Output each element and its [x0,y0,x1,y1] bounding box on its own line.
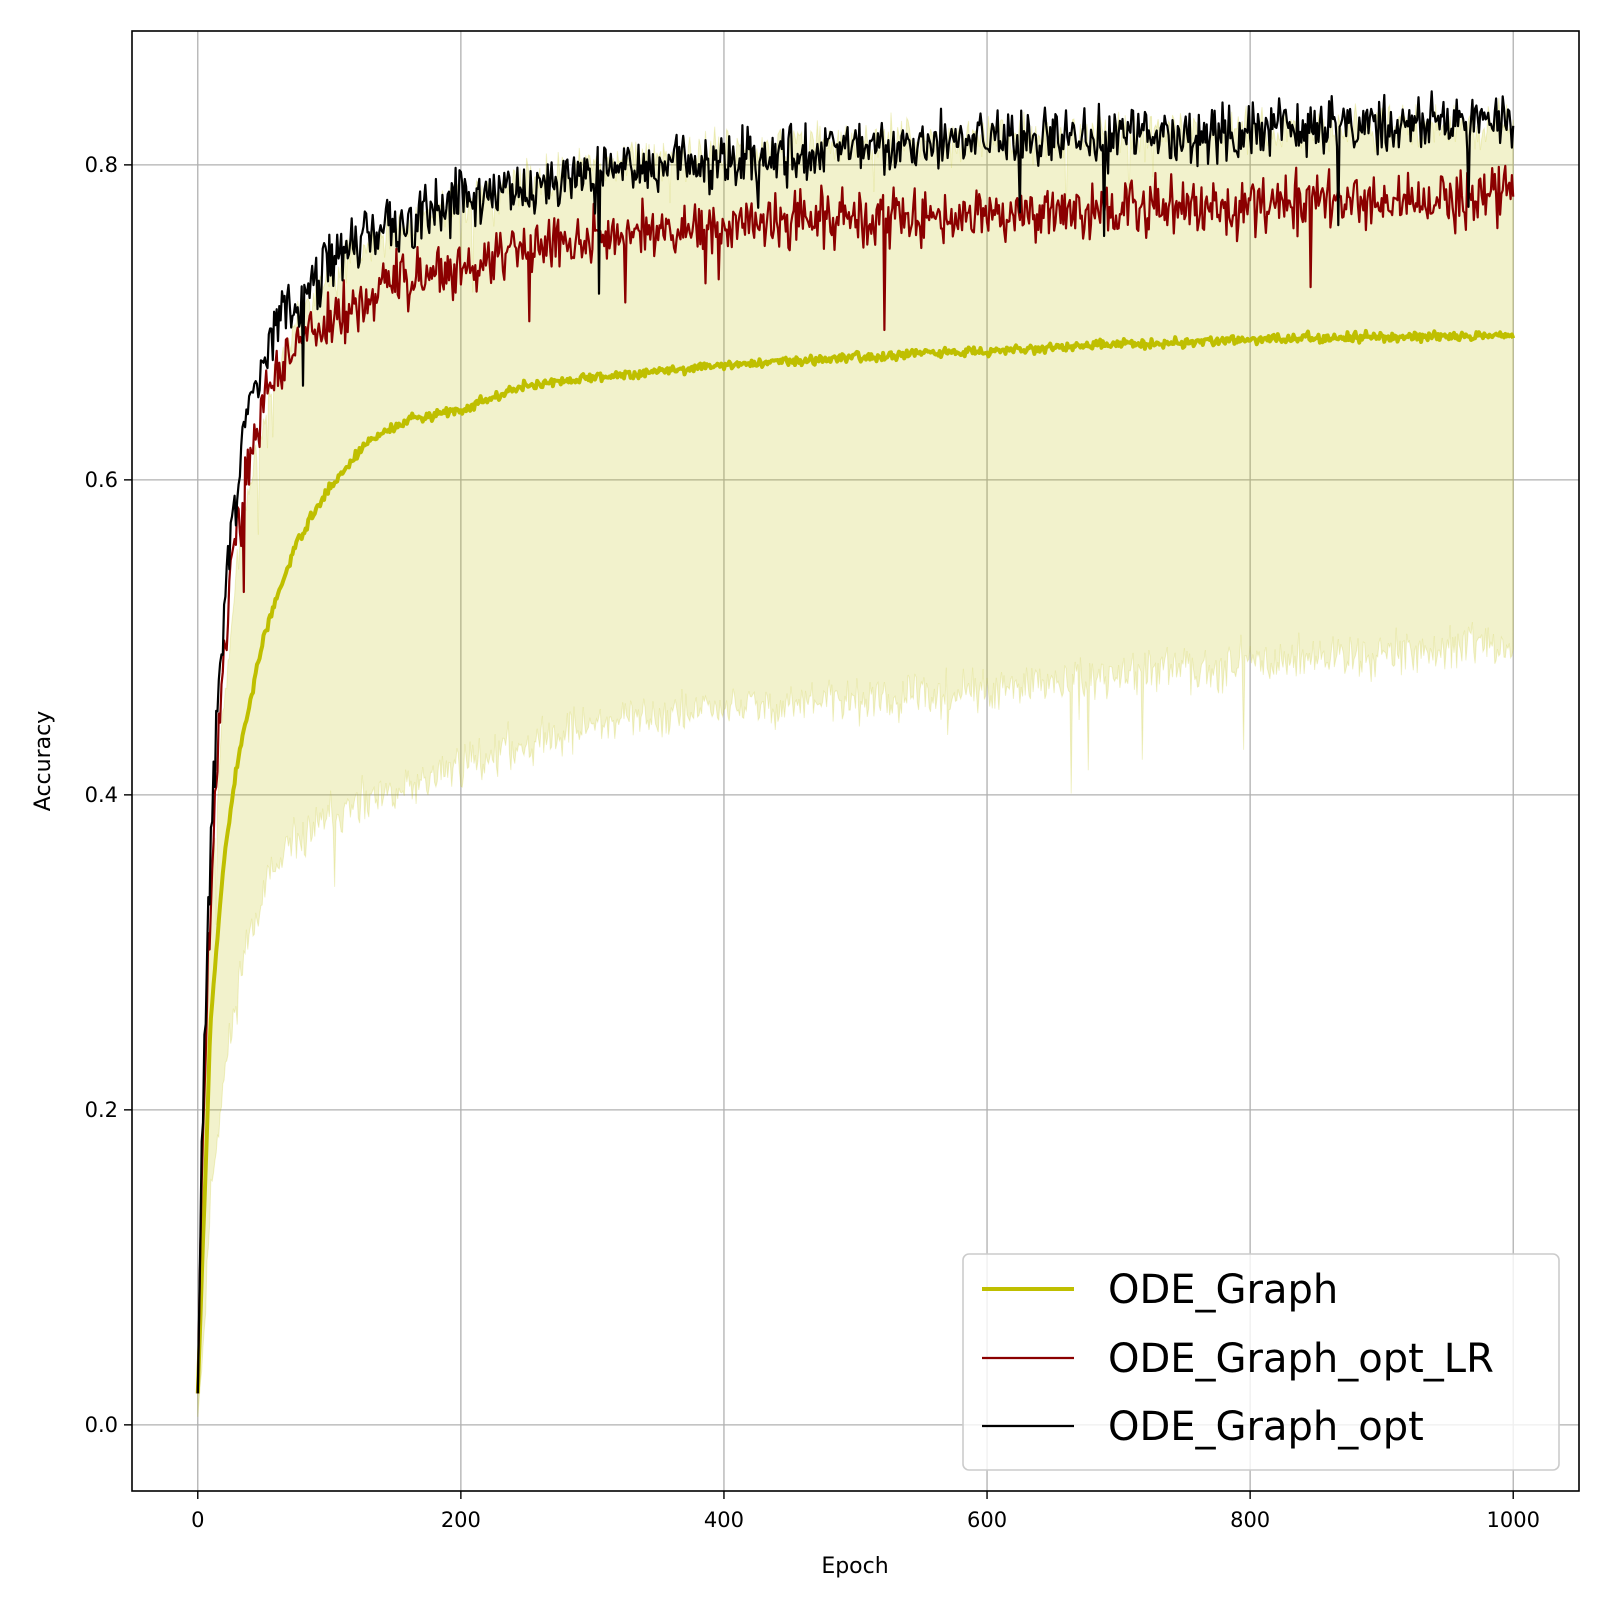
x-tick-label: 200 [441,1508,481,1532]
axes-frame [131,30,1580,1492]
y-tick-label: 0.0 [85,1413,118,1437]
series-line-ode-graph-opt-lr [196,164,1515,1394]
legend: ODE_Graph ODE_Graph_opt_LR ODE_Graph_opt [962,1253,1560,1471]
x-tick-label: 800 [1230,1508,1270,1532]
plot-area [195,90,1516,1418]
x-axis-ticks: 0 200 400 600 800 1000 [191,1491,1540,1532]
y-tick-label: 0.2 [85,1098,118,1122]
series-line-ode-graph [195,328,1516,1394]
x-tick-label: 1000 [1487,1508,1540,1532]
ode-graph-std-band [197,98,1514,1418]
legend-label-ode-graph-opt: ODE_Graph_opt [1108,1404,1424,1450]
y-tick-label: 0.6 [85,468,118,492]
legend-label-ode-graph: ODE_Graph [1108,1267,1338,1313]
y-tick-label: 0.8 [85,153,118,177]
legend-box [962,1253,1560,1471]
x-axis-label: Epoch [821,1554,888,1579]
legend-label-ode-graph-opt-lr: ODE_Graph_opt_LR [1108,1336,1494,1382]
y-axis-label: Accuracy [31,711,56,811]
x-tick-label: 0 [191,1508,204,1532]
series-line-ode-graph-opt [196,90,1515,1394]
x-tick-label: 400 [704,1508,744,1532]
x-tick-label: 600 [967,1508,1007,1532]
y-axis-ticks: 0.0 0.2 0.4 0.6 0.8 [85,153,132,1437]
y-tick-label: 0.4 [85,783,118,807]
